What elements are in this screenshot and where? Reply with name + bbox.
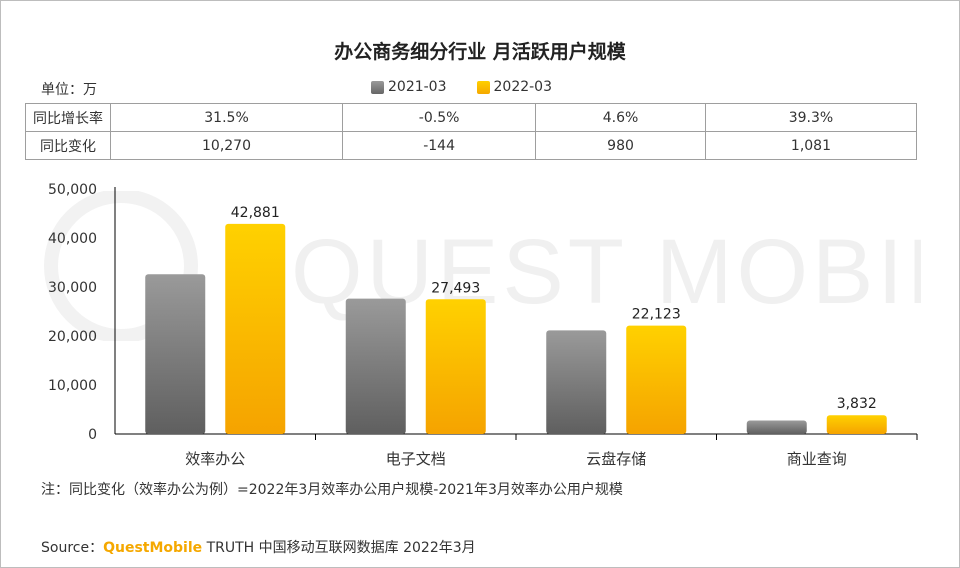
legend-label-2022: 2022-03 xyxy=(493,79,553,95)
bar-2022-03 xyxy=(626,325,687,434)
legend-label-2021: 2021-03 xyxy=(388,79,447,95)
stats-row-label: 同比变化 xyxy=(25,131,111,160)
x-category-label: 商业查询 xyxy=(787,450,847,468)
stats-cell: 1,081 xyxy=(704,131,918,160)
stats-cell: 4.6% xyxy=(535,103,706,132)
bar-data-label: 22,123 xyxy=(632,307,681,323)
source-prefix: Source： xyxy=(41,540,104,556)
source-brand: QuestMobile xyxy=(103,540,203,556)
bar-2021-03 xyxy=(746,420,807,434)
x-category-label: 电子文档 xyxy=(386,450,446,468)
y-tick-label: 40,000 xyxy=(48,231,97,247)
stats-row-change: 同比变化 10,270 -144 980 1,081 xyxy=(25,131,918,160)
y-tick-label: 10,000 xyxy=(48,378,97,394)
bar-2021-03 xyxy=(546,330,607,434)
bar-2022-03 xyxy=(225,223,286,434)
footnote: 注：同比变化（效率办公为例）=2022年3月效率办公用户规模-2021年3月效率… xyxy=(41,482,623,498)
stats-cell: 980 xyxy=(535,131,706,160)
stats-table: 同比增长率 31.5% -0.5% 4.6% 39.3% 同比变化 10,270… xyxy=(25,103,918,160)
bar-2021-03 xyxy=(145,274,206,434)
y-tick-label: 20,000 xyxy=(48,329,97,345)
source-line: Source：QuestMobile TRUTH 中国移动互联网数据库 2022… xyxy=(41,537,476,557)
legend-swatch-2022 xyxy=(476,80,490,94)
stats-cell: -144 xyxy=(342,131,537,160)
legend: 2021-03 2022-03 xyxy=(371,79,552,95)
bar-data-label: 42,881 xyxy=(231,205,280,221)
stats-cell: 39.3% xyxy=(704,103,918,132)
bar-2021-03 xyxy=(345,298,406,434)
x-category-label: 云盘存储 xyxy=(586,450,646,468)
bar-data-label: 27,493 xyxy=(431,280,480,296)
legend-swatch-2021 xyxy=(371,80,384,94)
unit-label: 单位：万 xyxy=(41,82,97,98)
y-tick-label: 0 xyxy=(88,427,97,443)
stats-cell: 31.5% xyxy=(109,103,344,132)
bar-chart: 0 10,000 20,000 30,000 40,000 50,000 42,881 效率办… xyxy=(48,182,918,468)
stats-cell: 10,270 xyxy=(109,131,344,160)
stats-row-growth-rate: 同比增长率 31.5% -0.5% 4.6% 39.3% xyxy=(25,103,918,132)
chart-title: 办公商务细分行业 月活跃用户规模 xyxy=(334,41,626,63)
bar-data-label: 3,832 xyxy=(837,396,877,412)
source-suffix: TRUTH 中国移动互联网数据库 2022年3月 xyxy=(202,540,476,556)
watermark-ring-icon xyxy=(44,191,198,341)
y-tick-label: 30,000 xyxy=(48,280,97,296)
x-category-label: 效率办公 xyxy=(185,450,245,468)
bar-2022-03 xyxy=(425,299,486,434)
legend-item-2022: 2022-03 xyxy=(476,79,553,95)
legend-item-2021: 2021-03 xyxy=(371,79,447,95)
bar-2022-03 xyxy=(826,415,887,434)
stats-cell: -0.5% xyxy=(342,103,537,132)
stats-row-label: 同比增长率 xyxy=(25,103,111,132)
y-tick-label: 50,000 xyxy=(48,182,97,198)
